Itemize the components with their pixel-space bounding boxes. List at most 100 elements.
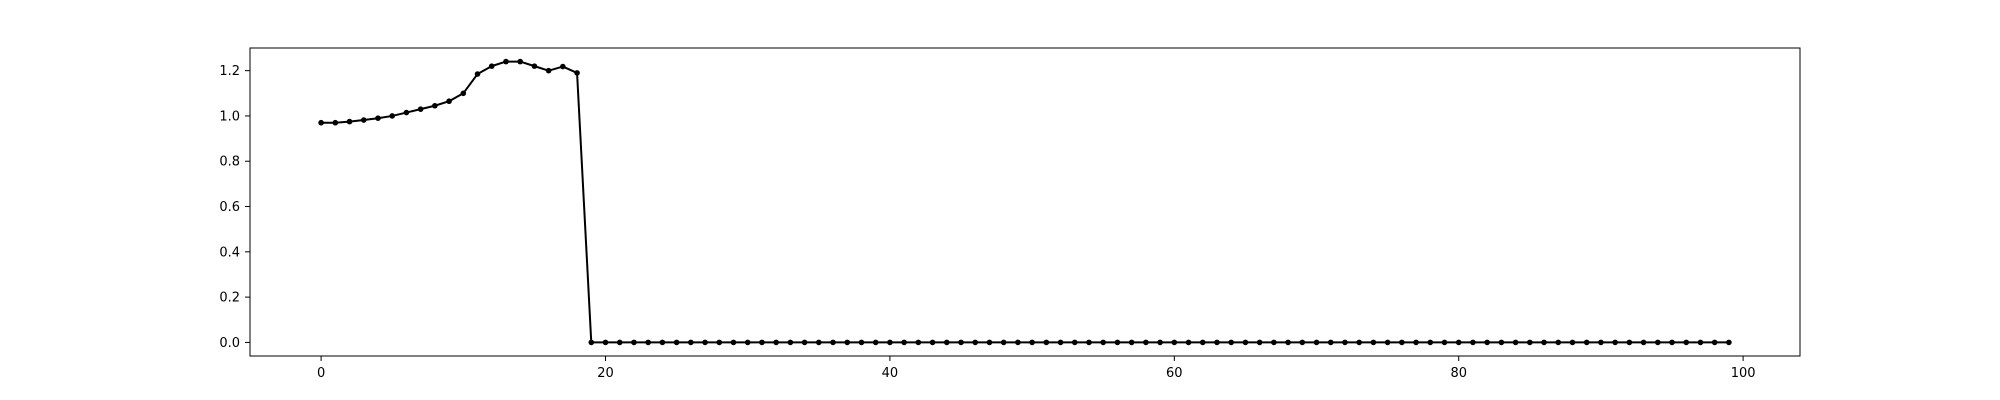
data-point (673, 339, 680, 346)
data-point (588, 339, 595, 346)
data-point (943, 339, 950, 346)
y-tick-label: 1.2 (219, 64, 240, 79)
data-point (1214, 339, 1220, 346)
data-point (1726, 339, 1732, 346)
data-point (1256, 339, 1263, 346)
data-point (531, 63, 538, 69)
x-tick-label: 20 (597, 366, 614, 381)
data-point (1057, 339, 1064, 346)
data-point (1342, 339, 1348, 346)
data-point (1171, 339, 1178, 346)
data-point (616, 339, 623, 346)
data-point (1271, 339, 1277, 346)
data-point (816, 339, 822, 346)
series-layer (318, 58, 1732, 346)
data-point (773, 339, 779, 346)
y-tick-label: 0.0 (219, 336, 240, 351)
data-point (1498, 339, 1505, 346)
data-point (1527, 339, 1533, 346)
data-point (446, 98, 452, 105)
data-point (1640, 339, 1647, 346)
data-point (460, 90, 467, 97)
series-line (321, 60, 1729, 344)
data-point (688, 339, 694, 346)
data-point (844, 339, 851, 346)
x-tick-label: 100 (1731, 366, 1756, 381)
data-point (759, 339, 765, 346)
y-tick-label: 0.8 (219, 155, 240, 170)
data-point (389, 113, 396, 119)
data-point (1470, 339, 1476, 346)
data-point (1455, 339, 1462, 346)
data-point (602, 339, 609, 346)
data-point (1114, 339, 1121, 346)
data-point (545, 67, 552, 74)
data-point (346, 118, 353, 125)
y-tick-label: 0.4 (219, 245, 240, 260)
data-point (1313, 339, 1320, 346)
x-tick-label: 40 (882, 366, 899, 381)
x-tick-label: 0 (317, 366, 325, 381)
data-point (1228, 339, 1234, 346)
data-point (1299, 339, 1306, 346)
data-point (1583, 339, 1590, 346)
data-point (1086, 339, 1092, 346)
data-point (1612, 339, 1618, 346)
y-tick-label: 0.2 (219, 291, 240, 306)
data-point (1427, 339, 1434, 346)
data-point (403, 109, 410, 116)
x-tick-label: 60 (1166, 366, 1183, 381)
data-point (574, 70, 580, 76)
data-point (744, 339, 751, 346)
data-point (1199, 339, 1206, 346)
data-point (1569, 339, 1576, 346)
data-point (716, 339, 723, 346)
data-point (375, 115, 381, 122)
data-point (801, 339, 808, 346)
data-point (887, 339, 893, 346)
data-point (503, 58, 509, 65)
data-point (1654, 339, 1661, 346)
data-point (1384, 339, 1391, 346)
data-point (1327, 339, 1334, 346)
data-point (915, 339, 922, 346)
data-point (1669, 339, 1675, 346)
data-point (517, 58, 523, 65)
y-axis: 0.0 0.2 0.4 0.6 0.8 1.0 1.2 (219, 64, 250, 351)
data-point (830, 339, 836, 346)
data-point (1541, 339, 1547, 346)
data-point (1015, 339, 1021, 346)
data-point (1242, 339, 1249, 346)
y-tick-label: 1.0 (219, 109, 240, 124)
data-point (901, 339, 907, 346)
data-point (1484, 339, 1490, 346)
data-point (972, 339, 979, 346)
data-point (1128, 339, 1135, 346)
data-point (474, 71, 481, 77)
data-point (432, 102, 438, 109)
data-point (1555, 339, 1562, 346)
data-point (560, 63, 566, 70)
data-point (858, 339, 865, 346)
data-point (787, 339, 794, 346)
data-point (1370, 339, 1377, 346)
data-point (417, 106, 424, 112)
data-point (1185, 339, 1192, 346)
data-point (488, 63, 495, 69)
y-tick-label: 0.6 (219, 200, 240, 215)
data-point (929, 339, 936, 346)
data-point (1683, 339, 1690, 346)
data-point (1626, 339, 1633, 346)
data-point (702, 339, 708, 346)
data-point (1100, 339, 1107, 346)
data-point (1043, 339, 1050, 346)
data-point (1441, 339, 1448, 346)
data-point (1413, 339, 1419, 346)
data-point (1157, 339, 1163, 346)
data-point (1356, 339, 1362, 346)
data-point (645, 339, 651, 346)
data-point (1285, 339, 1291, 346)
data-point (318, 119, 324, 126)
data-point (986, 339, 993, 346)
